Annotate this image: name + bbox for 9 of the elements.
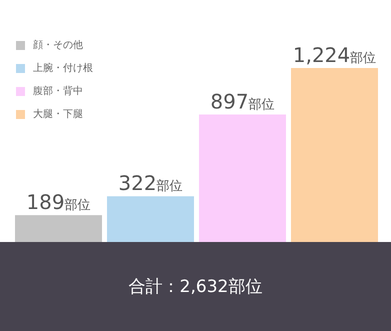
legend-label: 大腿・下腿 [33, 109, 83, 120]
data-label: 1,224部位 [292, 43, 376, 67]
legend-label: 上腕・付け根 [33, 63, 93, 74]
data-label: 189部位 [26, 190, 91, 214]
legend-label: 腹部・背中 [33, 86, 83, 97]
data-label: 897部位 [210, 89, 275, 114]
text: 合計：2,632部位 [128, 276, 262, 298]
legend-label: 顔・その他 [33, 40, 83, 51]
data-label: 322部位 [118, 171, 183, 196]
